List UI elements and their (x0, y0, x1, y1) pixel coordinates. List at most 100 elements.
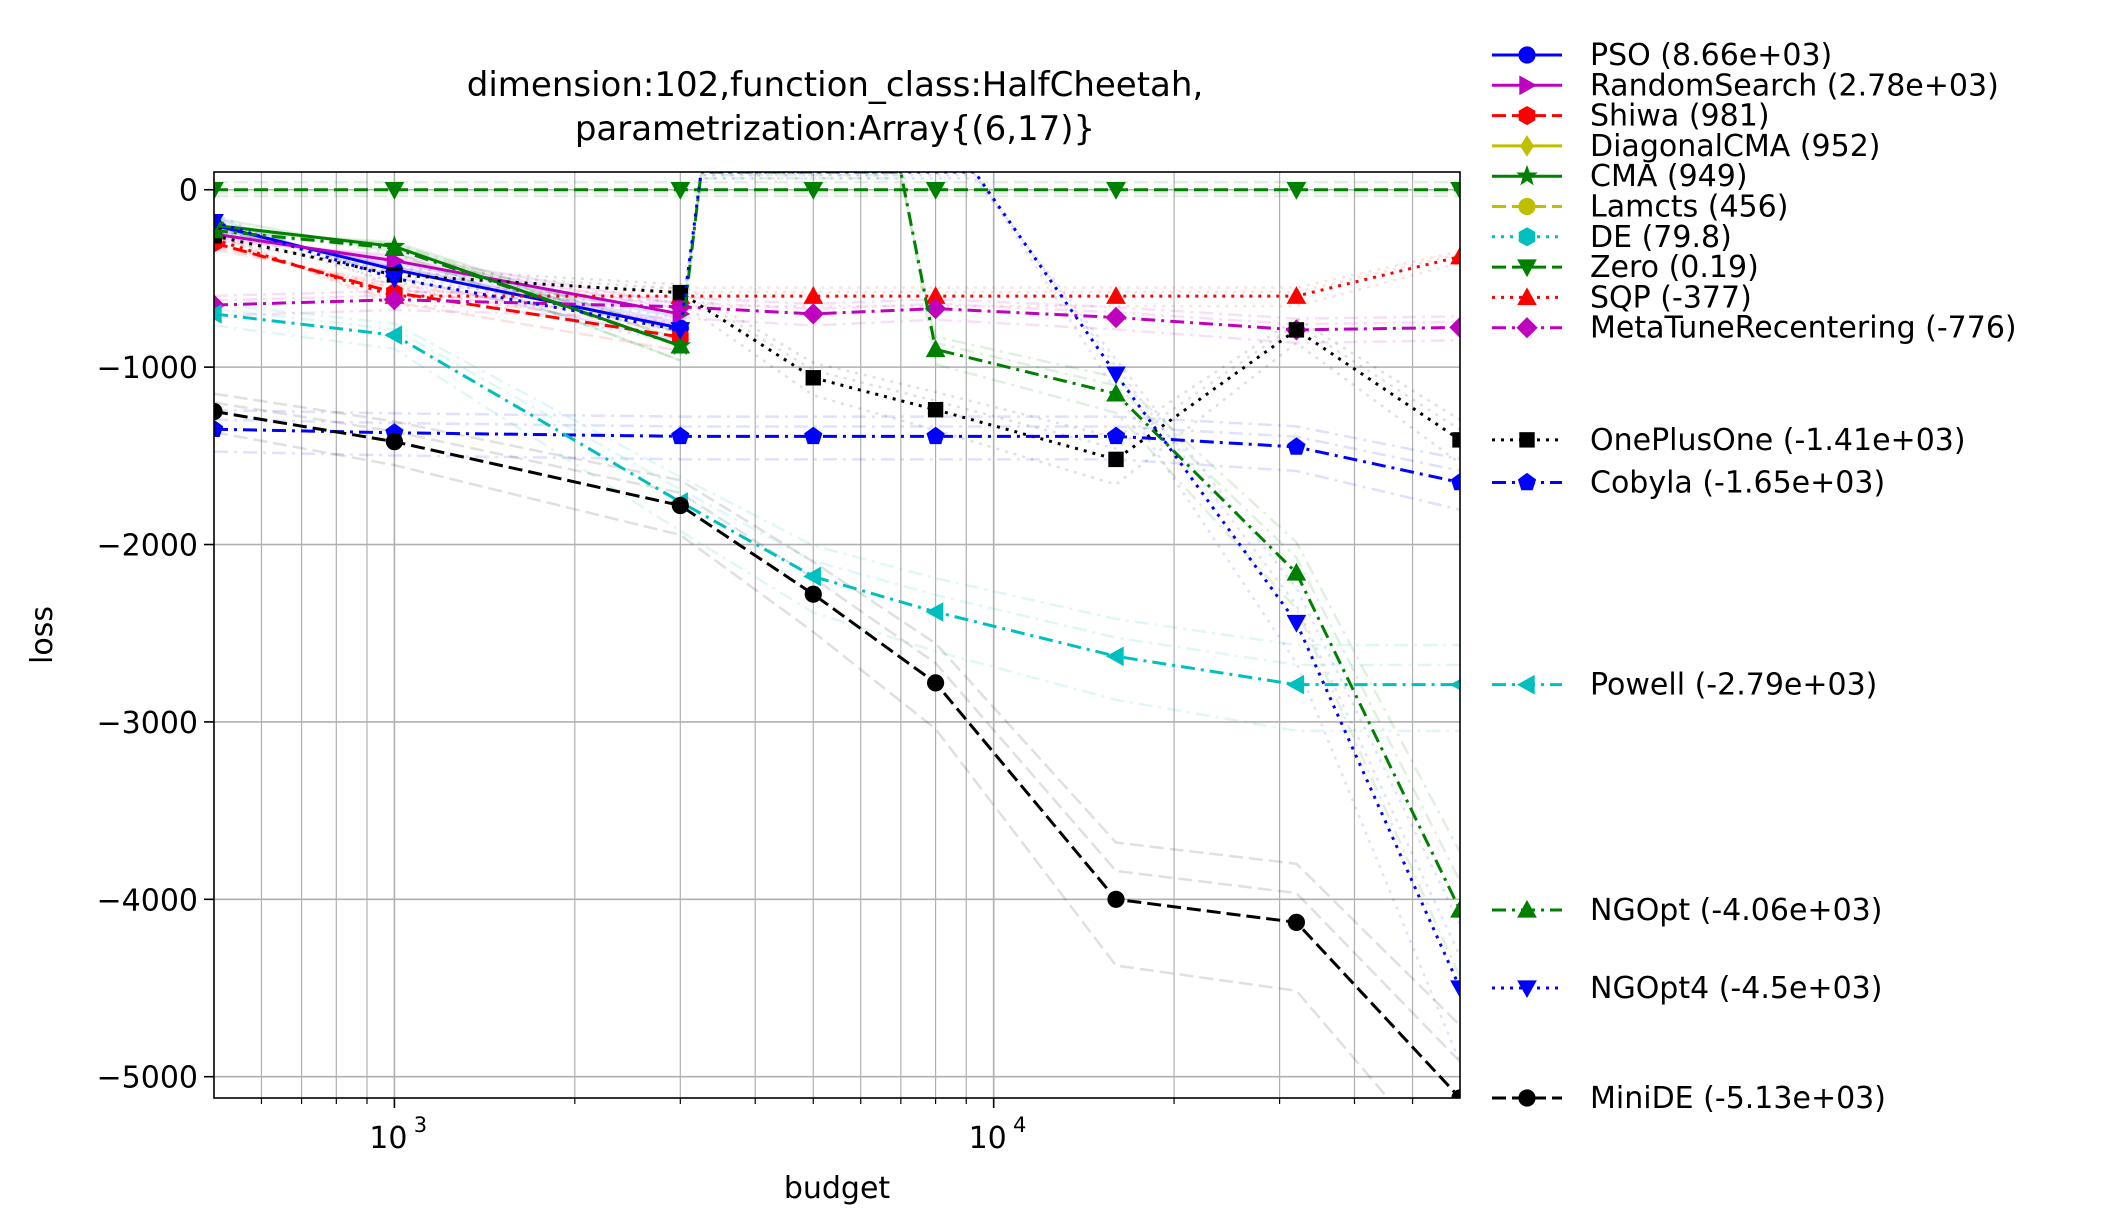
faded-run-line (214, 308, 1460, 345)
y-tick-label: −2000 (97, 529, 198, 564)
data-point (671, 496, 689, 515)
data-point (384, 182, 405, 200)
legend-marker (1517, 287, 1537, 306)
faded-run-line (214, 418, 1460, 472)
legend-marker (1516, 674, 1535, 695)
legend-marker (1518, 1089, 1536, 1107)
y-tick-label: −5000 (97, 1061, 198, 1096)
legend-entry: OnePlusOne (-1.41e+03) (1492, 423, 1966, 458)
legend-entry: PSO (8.66e+03) (1492, 38, 1832, 73)
faded-run-line (214, 177, 1460, 853)
data-point (670, 322, 691, 340)
y-tick-label: −3000 (97, 706, 198, 741)
legend-entry: DiagonalCMA (952) (1492, 129, 1881, 164)
data-point (1286, 562, 1307, 581)
data-point (670, 182, 691, 200)
data-point (925, 339, 946, 358)
legend-entry: DE (79.8) (1492, 220, 1732, 255)
x-axis-ticks: 10 3 10 4 (260, 1098, 1414, 1156)
faded-run-line (214, 302, 1460, 647)
data-point (926, 674, 945, 692)
data-point (1286, 182, 1307, 200)
legend-entry: MetaTuneRecentering (-776) (1492, 311, 2017, 346)
faded-run-line (214, 173, 1460, 957)
data-point (1106, 426, 1126, 445)
y-tick-label: 0 (179, 174, 198, 209)
data-point (1452, 432, 1460, 448)
faded-run-line (214, 294, 1460, 326)
faded-run-line (214, 324, 1460, 733)
chart-title-line-2: parametrization:Array{(6,17)} (575, 109, 1095, 149)
x-tick-label-exponent: 3 (414, 1113, 427, 1137)
series-line (214, 298, 1460, 332)
y-tick-label: −1000 (97, 351, 198, 386)
data-point (214, 182, 224, 200)
faded-run-line (214, 392, 1460, 1027)
x-tick-label-exponent: 4 (1013, 1113, 1026, 1137)
series-group (214, 402, 1460, 1098)
data-point (805, 370, 821, 386)
legend-label: NGOpt (-4.06e+03) (1590, 893, 1882, 928)
data-point (1287, 437, 1306, 455)
data-point (1106, 366, 1126, 385)
legend-entry: Powell (-2.79e+03) (1492, 668, 1877, 703)
legend-entry: MiniDE (-5.13e+03) (1492, 1081, 1886, 1116)
series-line (214, 410, 1460, 1098)
legend-label: NGOpt4 (-4.5e+03) (1590, 971, 1882, 1006)
data-point (1286, 286, 1307, 304)
series-line (214, 312, 1460, 687)
legend: PSO (8.66e+03)RandomSearch (2.78e+03)Shi… (1492, 38, 2017, 1116)
data-point (925, 602, 944, 622)
legend-entry: Lamcts (456) (1492, 190, 1788, 225)
data-point (1450, 980, 1460, 999)
data-point (1286, 674, 1305, 695)
data-point (804, 585, 822, 603)
data-point (1105, 646, 1124, 667)
legend-marker (1518, 46, 1536, 64)
data-point (1450, 182, 1460, 200)
data-point (386, 250, 405, 271)
data-point (1106, 286, 1126, 304)
data-point (1106, 182, 1126, 200)
legend-entry: NGOpt4 (-4.5e+03) (1492, 971, 1882, 1006)
data-point (1286, 614, 1307, 633)
legend-marker (1519, 75, 1538, 96)
legend-entry: NGOpt (-4.06e+03) (1492, 893, 1882, 928)
legend-entry: CMA (949) (1492, 159, 1748, 194)
legend-marker (1516, 164, 1538, 186)
legend-label: Cobyla (-1.65e+03) (1590, 465, 1885, 500)
data-point (803, 182, 824, 200)
data-point (670, 335, 691, 354)
faded-run-line (214, 230, 1460, 308)
legend-marker (1520, 135, 1534, 157)
series-group (214, 419, 1460, 491)
data-point (384, 325, 403, 346)
x-tick-label: 10 (969, 1121, 1007, 1156)
faded-run-line (214, 401, 1460, 1063)
legend-marker (1518, 106, 1536, 126)
faded-run-line (214, 430, 1390, 1098)
series-line (214, 237, 1460, 298)
legend-label: OnePlusOne (-1.41e+03) (1590, 423, 1966, 458)
legend-label: Zero (0.19) (1590, 250, 1759, 285)
series-layer (214, 172, 1460, 1098)
data-point (214, 419, 224, 438)
legend-entry: SQP (-377) (1492, 280, 1752, 315)
data-point (214, 213, 224, 232)
legend-marker (1517, 980, 1537, 999)
x-tick-label: 10 (369, 1121, 407, 1156)
data-point (384, 270, 405, 289)
series-group (214, 182, 1460, 200)
data-point (1451, 1089, 1460, 1098)
plot-frame (213, 171, 1461, 1099)
faded-run-line (214, 408, 1460, 461)
data-point (1450, 899, 1460, 918)
series-line (214, 234, 1460, 462)
legend-entry: RandomSearch (2.78e+03) (1492, 68, 1999, 103)
data-point (925, 182, 946, 200)
series-group (214, 172, 1460, 999)
legend-label: SQP (-377) (1590, 280, 1752, 315)
legend-marker (1519, 432, 1535, 448)
legend-marker (1517, 259, 1537, 278)
legend-marker (1516, 317, 1538, 339)
